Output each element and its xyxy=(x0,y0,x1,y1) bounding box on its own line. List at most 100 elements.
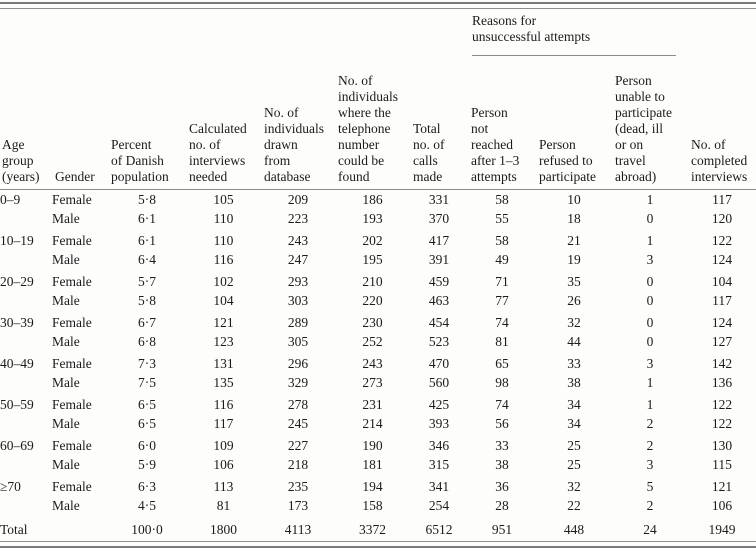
value-cell: 273 xyxy=(362,375,383,390)
value-cell: 0 xyxy=(646,211,654,226)
value-cell: 131 xyxy=(213,356,234,371)
value-cell: 329 xyxy=(287,375,309,390)
table-row: 0–9 Female 5·8 105 209 186 331 58 10 1 117 xyxy=(0,190,756,210)
value-cell: 193 xyxy=(362,211,383,226)
value-cell: 116 xyxy=(213,252,234,267)
value-cell: 123 xyxy=(213,334,234,349)
value-cell: 195 xyxy=(362,252,383,267)
value-cell: 6·7 xyxy=(138,315,156,330)
value-cell: 71 xyxy=(495,274,509,289)
gender-cell: Female xyxy=(52,438,92,453)
table-row: Male 5·8 104 303 220 463 77 26 0 117 xyxy=(0,291,756,310)
value-cell: 74 xyxy=(495,315,509,330)
value-cell: 18 xyxy=(567,211,581,226)
value-cell: 2 xyxy=(646,498,654,513)
gender-cell: Female xyxy=(52,356,92,371)
value-cell: 44 xyxy=(567,334,581,349)
gender-cell: Male xyxy=(52,293,80,308)
value-cell: 110 xyxy=(213,211,234,226)
value-cell: 227 xyxy=(287,438,309,453)
value-cell: 523 xyxy=(428,334,450,349)
value-cell: 254 xyxy=(428,498,450,513)
total-row: Total 100·0 1800 4113 3372 6512 951 448 24 1949 xyxy=(0,515,756,539)
value-cell: 235 xyxy=(287,479,309,494)
column-header-unable: Person unable to participate (dead, ill … xyxy=(612,56,688,190)
age-group-cell xyxy=(0,291,52,310)
value-cell: 110 xyxy=(213,233,234,248)
age-group-cell: 50–59 xyxy=(0,397,34,412)
value-cell: 2 xyxy=(646,416,654,431)
value-cell: 231 xyxy=(362,397,383,412)
value-cell: 1 xyxy=(646,375,654,390)
gender-cell: Female xyxy=(52,397,92,412)
table-row: 20–29 Female 5·7 102 293 210 459 71 35 0 104 xyxy=(0,269,756,291)
total-value-cell: 951 xyxy=(491,522,513,537)
value-cell: 158 xyxy=(362,498,383,513)
top-rule xyxy=(0,2,756,9)
value-cell: 117 xyxy=(213,416,234,431)
value-cell: 4·5 xyxy=(138,498,156,513)
table-row: Male 6·5 117 245 214 393 56 34 2 122 xyxy=(0,414,756,433)
value-cell: 463 xyxy=(428,293,450,308)
value-cell: 21 xyxy=(567,233,581,248)
value-cell: 116 xyxy=(213,397,234,412)
gender-cell: Female xyxy=(52,192,92,207)
value-cell: 5·9 xyxy=(138,457,156,472)
value-cell: 209 xyxy=(287,192,309,207)
value-cell: 370 xyxy=(428,211,450,226)
age-group-cell xyxy=(0,496,52,515)
value-cell: 65 xyxy=(495,356,509,371)
table-row: 60–69 Female 6·0 109 227 190 346 33 25 2 130 xyxy=(0,433,756,455)
bottom-rule xyxy=(0,541,756,548)
gender-cell: Male xyxy=(52,498,80,513)
column-header-age-group: Age group (years) xyxy=(0,56,52,190)
age-group-cell xyxy=(0,373,52,392)
value-cell: 186 xyxy=(362,192,383,207)
table-row: ≥70 Female 6·3 113 235 194 341 36 32 5 121 xyxy=(0,474,756,496)
value-cell: 1 xyxy=(646,397,654,412)
table-row: Male 6·8 123 305 252 523 81 44 0 127 xyxy=(0,332,756,351)
value-cell: 49 xyxy=(495,252,509,267)
value-cell: 117 xyxy=(712,293,732,308)
age-group-cell: 40–49 xyxy=(0,356,34,371)
value-cell: 106 xyxy=(213,457,234,472)
value-cell: 74 xyxy=(495,397,509,412)
table-body: 0–9 Female 5·8 105 209 186 331 58 10 1 117 Male 6·1 1… xyxy=(0,190,756,540)
total-value-cell: 4113 xyxy=(284,522,312,537)
table-row: 10–19 Female 6·1 110 243 202 417 58 21 1 122 xyxy=(0,228,756,250)
group-header-spacer-right xyxy=(688,9,756,56)
column-header-refused: Person refused to participate xyxy=(536,56,612,190)
table-row: Male 6·1 110 223 193 370 55 18 0 120 xyxy=(0,209,756,228)
value-cell: 470 xyxy=(428,356,450,371)
value-cell: 6·5 xyxy=(138,397,156,412)
table-row: 40–49 Female 7·3 131 296 243 470 65 33 3 142 xyxy=(0,351,756,373)
value-cell: 393 xyxy=(428,416,450,431)
value-cell: 136 xyxy=(711,375,733,390)
age-group-cell xyxy=(0,332,52,351)
value-cell: 454 xyxy=(428,315,450,330)
value-cell: 346 xyxy=(428,438,450,453)
age-group-cell xyxy=(0,209,52,228)
value-cell: 190 xyxy=(362,438,383,453)
gender-cell xyxy=(52,515,108,539)
gender-cell: Male xyxy=(52,416,80,431)
value-cell: 210 xyxy=(362,274,383,289)
age-group-cell: 10–19 xyxy=(0,233,34,248)
value-cell: 7·5 xyxy=(138,375,156,390)
value-cell: 28 xyxy=(495,498,509,513)
value-cell: 56 xyxy=(495,416,509,431)
table-row: 30–39 Female 6·7 121 289 230 454 74 32 0 124 xyxy=(0,310,756,332)
value-cell: 81 xyxy=(495,334,509,349)
gender-cell: Female xyxy=(52,479,92,494)
value-cell: 247 xyxy=(287,252,309,267)
gender-cell: Male xyxy=(52,211,80,226)
value-cell: 10 xyxy=(567,192,581,207)
value-cell: 560 xyxy=(428,375,450,390)
age-group-cell: 0–9 xyxy=(0,192,21,207)
value-cell: 3 xyxy=(646,356,654,371)
value-cell: 135 xyxy=(213,375,234,390)
value-cell: 122 xyxy=(711,397,733,412)
table-row: Male 4·5 81 173 158 254 28 22 2 106 xyxy=(0,496,756,515)
column-header-drawn-from-database: No. of individuals drawn from database xyxy=(261,56,335,190)
value-cell: 55 xyxy=(495,211,509,226)
